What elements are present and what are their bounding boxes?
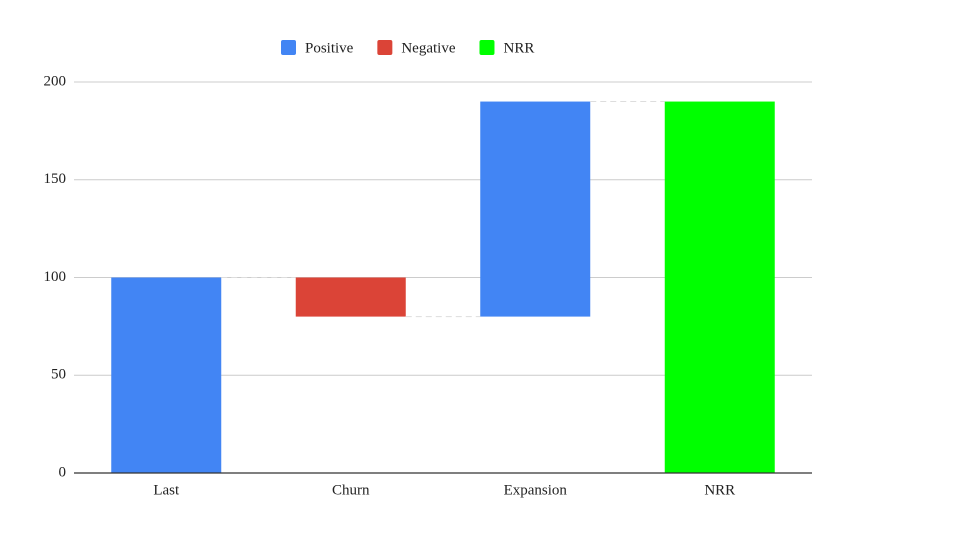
x-tick-label: NRR	[704, 482, 735, 498]
bar	[295, 277, 406, 317]
y-tick-label: 100	[44, 269, 67, 285]
x-tick-label: Last	[153, 482, 180, 498]
y-tick-label: 150	[44, 171, 67, 187]
legend-label: Positive	[305, 40, 354, 56]
x-tick-label: Churn	[332, 482, 370, 498]
legend-swatch	[479, 40, 495, 55]
legend-label: Negative	[401, 40, 455, 56]
y-tick-label: 200	[44, 73, 67, 89]
bar	[664, 101, 775, 474]
bar	[111, 277, 222, 473]
legend-swatch	[281, 40, 296, 55]
y-tick-label: 0	[59, 464, 67, 480]
x-tick-label: Expansion	[504, 482, 568, 498]
y-tick-label: 50	[51, 367, 66, 383]
legend-label: NRR	[503, 40, 534, 56]
legend-swatch	[377, 40, 393, 55]
bar	[480, 101, 591, 317]
